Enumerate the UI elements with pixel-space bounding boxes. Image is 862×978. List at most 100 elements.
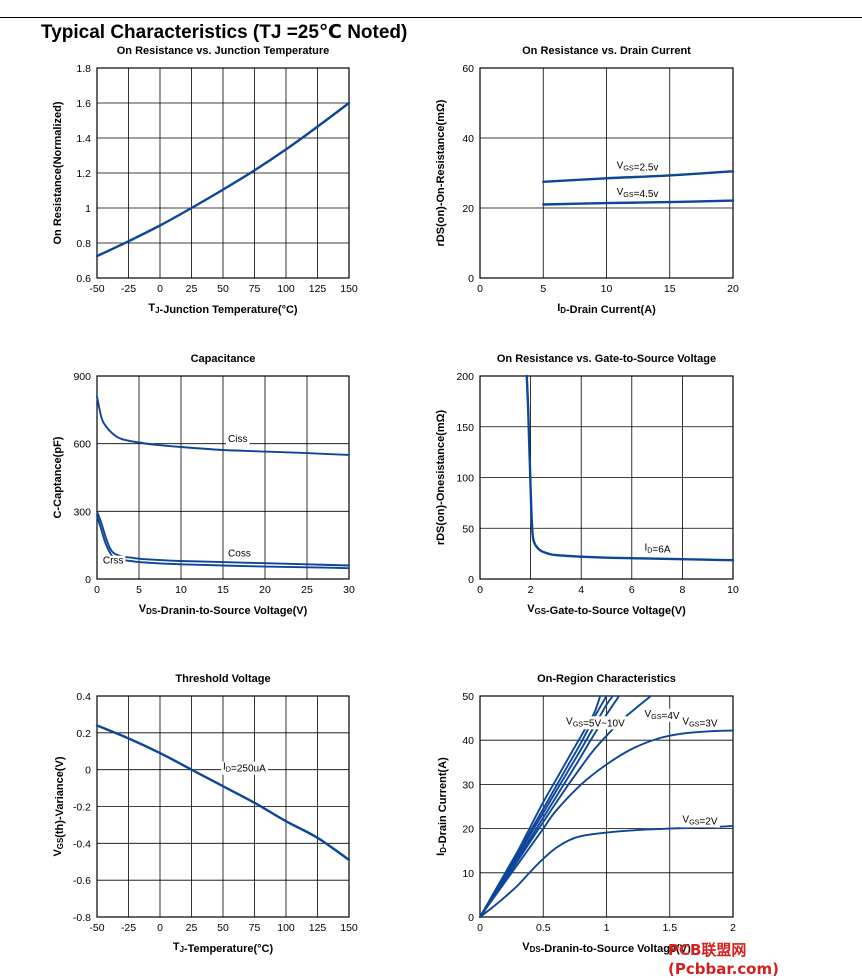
x-axis-label: VDS-Dranin-to-Source Voltage(V) bbox=[139, 603, 308, 617]
y-tick-label: 40 bbox=[462, 133, 474, 145]
y-tick-label: 60 bbox=[462, 63, 474, 75]
chart-title: Threshold Voltage bbox=[175, 673, 270, 685]
x-tick-label: 8 bbox=[679, 584, 685, 596]
annotation-label: VGS=4V bbox=[644, 709, 679, 722]
annotation-label: VGS=2.5v bbox=[617, 160, 659, 173]
y-tick-label: 1.2 bbox=[76, 168, 91, 180]
y-tick-label: 0 bbox=[85, 765, 91, 777]
chart-title: On Resistance vs. Junction Temperature bbox=[117, 45, 330, 57]
y-tick-label: 0.8 bbox=[76, 238, 91, 250]
y-axis-label: ID-Drain Current(A) bbox=[435, 757, 449, 856]
y-axis-label: rDS(on)-Onesistance(mΩ) bbox=[435, 409, 447, 545]
y-tick-label: -0.4 bbox=[73, 838, 91, 850]
series-line-0 bbox=[525, 374, 735, 562]
y-tick-label: 900 bbox=[73, 371, 91, 383]
chart-title: Capacitance bbox=[191, 353, 256, 365]
annotation-label: Crss bbox=[103, 556, 124, 567]
y-tick-label: 0 bbox=[85, 574, 91, 586]
annotation-label: VGS=4.5v bbox=[617, 187, 659, 200]
x-tick-label: 0.5 bbox=[536, 922, 551, 934]
plot-frame bbox=[96, 375, 350, 580]
x-tick-label: 150 bbox=[340, 283, 358, 295]
annotation-bg bbox=[642, 708, 682, 722]
series-line-5 bbox=[479, 729, 734, 918]
y-tick-label: -0.6 bbox=[73, 875, 91, 887]
series-line-0 bbox=[542, 170, 735, 183]
y-tick-label: 0 bbox=[468, 912, 474, 924]
y-tick-label: 30 bbox=[462, 779, 474, 791]
series-line-1 bbox=[96, 510, 350, 567]
y-tick-label: 1.8 bbox=[76, 63, 91, 75]
x-tick-label: -50 bbox=[89, 922, 104, 934]
y-tick-label: 1 bbox=[85, 203, 91, 215]
y-axis-label: On Resistance(Normalized) bbox=[52, 101, 64, 244]
x-tick-label: 10 bbox=[727, 584, 739, 596]
x-tick-label: 100 bbox=[277, 283, 295, 295]
plot-frame bbox=[96, 695, 350, 918]
x-tick-label: 125 bbox=[309, 283, 327, 295]
annotation-bg bbox=[226, 434, 250, 446]
annotation-bg bbox=[221, 761, 269, 775]
x-tick-label: 15 bbox=[217, 584, 229, 596]
y-tick-label: 1.6 bbox=[76, 98, 91, 110]
annotation-bg bbox=[614, 160, 661, 174]
annotation-label: ID=6A bbox=[644, 543, 670, 556]
x-tick-label: -25 bbox=[121, 922, 136, 934]
x-tick-label: -50 bbox=[89, 283, 104, 295]
annotation-bg bbox=[614, 187, 661, 201]
x-axis-label: TJ-Temperature(°C) bbox=[173, 941, 274, 955]
annotation-bg bbox=[680, 814, 720, 828]
y-tick-label: 10 bbox=[462, 868, 474, 880]
x-tick-label: 20 bbox=[727, 283, 739, 295]
y-tick-label: 0 bbox=[468, 273, 474, 285]
x-axis-label: VDS-Dranin-to-Source Voltage(V) bbox=[522, 941, 691, 955]
y-tick-label: 1.4 bbox=[76, 133, 91, 145]
annotation-label: VGS=3V bbox=[682, 716, 717, 729]
x-tick-label: 30 bbox=[343, 584, 355, 596]
x-tick-label: 125 bbox=[309, 922, 327, 934]
y-tick-label: 0 bbox=[468, 574, 474, 586]
y-tick-label: 200 bbox=[456, 371, 474, 383]
y-tick-label: 20 bbox=[462, 203, 474, 215]
annotation-label: ID=250uA bbox=[223, 762, 266, 775]
chart-c1: -50 -25 0 25 50 75 100 125 150 0.6 0.8 1 1.2 1.4 1.6 1.… bbox=[52, 45, 358, 316]
y-tick-label: 0.4 bbox=[76, 691, 91, 703]
x-tick-label: 50 bbox=[217, 922, 229, 934]
chart-title: On Resistance vs. Gate-to-Source Voltage bbox=[497, 353, 716, 365]
x-tick-label: 4 bbox=[578, 584, 584, 596]
x-tick-label: 0 bbox=[94, 584, 100, 596]
x-tick-label: 2 bbox=[528, 584, 534, 596]
x-tick-label: -25 bbox=[121, 283, 136, 295]
y-axis-label: rDS(on)-On-Resistance(mΩ) bbox=[435, 99, 447, 246]
x-tick-label: 2 bbox=[730, 922, 736, 934]
annotation-bg bbox=[226, 548, 253, 560]
x-tick-label: 0 bbox=[477, 922, 483, 934]
x-tick-label: 100 bbox=[277, 922, 295, 934]
x-tick-label: 150 bbox=[340, 922, 358, 934]
y-axis-label: VGS(th)-Variance(V) bbox=[52, 756, 66, 856]
annotation-label: VGS=5V~10V bbox=[566, 716, 625, 729]
x-tick-label: 0 bbox=[477, 283, 483, 295]
y-tick-label: 50 bbox=[462, 691, 474, 703]
x-tick-label: 1 bbox=[604, 922, 610, 934]
y-tick-label: 0.2 bbox=[76, 728, 91, 740]
y-tick-label: 100 bbox=[456, 473, 474, 485]
y-axis-label: C-Captance(pF) bbox=[52, 436, 64, 518]
series-line-0 bbox=[95, 101, 351, 258]
series-line-1 bbox=[542, 199, 735, 206]
annotation-label: Coss bbox=[228, 548, 251, 559]
x-tick-label: 25 bbox=[301, 584, 313, 596]
plot-frame bbox=[479, 375, 734, 580]
y-tick-label: 20 bbox=[462, 824, 474, 836]
y-tick-label: 50 bbox=[462, 523, 474, 535]
annotation-label: VGS=2V bbox=[682, 814, 717, 827]
y-tick-label: 0.6 bbox=[76, 273, 91, 285]
series-line-0 bbox=[96, 395, 350, 456]
x-tick-label: 25 bbox=[186, 922, 198, 934]
x-tick-label: 50 bbox=[217, 283, 229, 295]
chart-c5: -50 -25 0 25 50 75 100 125 150 -0.8 -0.6 -0.4 -0.2 0 0… bbox=[52, 673, 358, 955]
annotation-bg bbox=[642, 542, 673, 556]
watermark: PCB联盟网 (Pcbbar.com) bbox=[668, 941, 779, 978]
